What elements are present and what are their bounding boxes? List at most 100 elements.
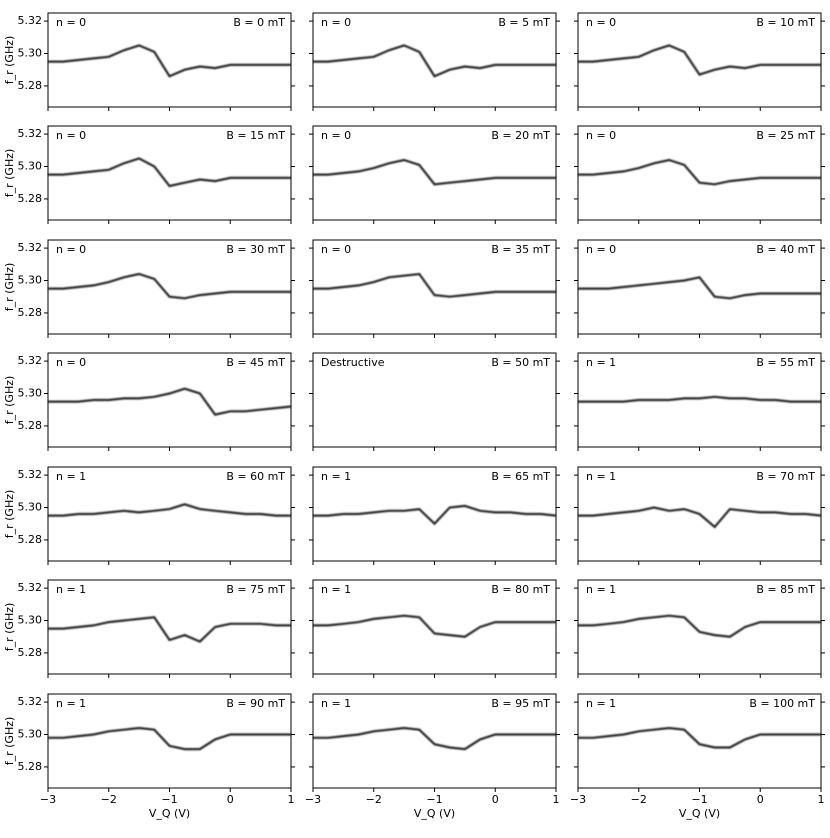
y-axis-label: f_r (GHz) <box>3 490 16 539</box>
panel-label: n = 1 <box>56 470 86 483</box>
panel-label: n = 0 <box>586 16 616 29</box>
y-tick-label: 5.30 <box>18 728 43 741</box>
y-tick-label: 5.32 <box>18 127 43 140</box>
panel-label: n = 0 <box>321 243 351 256</box>
y-tick-label: 5.30 <box>18 614 43 627</box>
panel-label: n = 1 <box>56 583 86 596</box>
resonance-line <box>313 504 557 526</box>
field-label: B = 60 mT <box>226 470 285 483</box>
resonance-line <box>578 395 821 403</box>
y-tick-label: 5.28 <box>18 533 43 546</box>
x-tick-label: −1 <box>161 793 177 806</box>
resonance-line <box>578 276 821 300</box>
x-tick-label: 0 <box>227 793 234 806</box>
y-axis-label: f_r (GHz) <box>3 603 16 652</box>
field-label: B = 30 mT <box>226 243 285 256</box>
panel-label: n = 1 <box>586 583 616 596</box>
field-label: B = 100 mT <box>749 697 815 710</box>
x-axis-label: V_Q (V) <box>149 807 190 820</box>
panel-label: n = 1 <box>321 583 351 596</box>
x-tick-label: −2 <box>631 793 647 806</box>
y-axis-label: f_r (GHz) <box>3 376 16 425</box>
panel-label: n = 0 <box>56 16 86 29</box>
panel-label: n = 0 <box>586 243 616 256</box>
panel-label: n = 1 <box>586 697 616 710</box>
resonance-line <box>48 387 292 416</box>
resonance-line <box>313 158 556 186</box>
panel-label: n = 0 <box>586 129 616 142</box>
x-tick-label: −2 <box>366 793 382 806</box>
y-tick-label: 5.30 <box>18 47 43 60</box>
y-tick-label: 5.30 <box>18 387 43 400</box>
field-label: B = 95 mT <box>491 697 550 710</box>
x-tick-label: −1 <box>691 793 707 806</box>
resonance-line <box>313 726 556 751</box>
panel-label: n = 0 <box>321 129 351 142</box>
resonance-line <box>48 157 291 188</box>
field-label: B = 80 mT <box>491 583 550 596</box>
resonance-line <box>48 503 291 517</box>
x-tick-label: −1 <box>426 793 442 806</box>
x-tick-label: −3 <box>570 793 586 806</box>
resonance-line <box>313 44 556 78</box>
panel-label: n = 1 <box>586 356 616 369</box>
y-tick-label: 5.32 <box>18 468 43 481</box>
field-label: B = 45 mT <box>226 356 285 369</box>
field-label: B = 15 mT <box>226 129 285 142</box>
field-label: B = 70 mT <box>756 470 815 483</box>
y-tick-label: 5.32 <box>18 14 43 27</box>
x-tick-label: 1 <box>818 793 825 806</box>
x-axis-label: V_Q (V) <box>414 807 455 820</box>
y-tick-label: 5.28 <box>18 79 43 92</box>
resonance-line <box>578 44 821 76</box>
x-axis-label: V_Q (V) <box>679 807 720 820</box>
panel-label: n = 1 <box>586 470 616 483</box>
y-tick-label: 5.30 <box>18 160 43 173</box>
field-label: B = 65 mT <box>491 470 550 483</box>
y-axis-label: f_r (GHz) <box>3 717 16 766</box>
y-tick-label: 5.32 <box>18 581 43 594</box>
field-label: B = 5 mT <box>498 16 550 29</box>
resonance-line <box>578 614 821 638</box>
y-tick-label: 5.28 <box>18 419 43 432</box>
x-tick-label: 1 <box>553 793 560 806</box>
panel-label: n = 1 <box>321 697 351 710</box>
field-label: B = 0 mT <box>233 16 285 29</box>
field-label: B = 10 mT <box>756 16 815 29</box>
panel-label: n = 0 <box>56 356 86 369</box>
field-label: B = 25 mT <box>756 129 815 142</box>
x-tick-label: −3 <box>305 793 321 806</box>
y-tick-label: 5.28 <box>18 760 43 773</box>
y-tick-label: 5.30 <box>18 274 43 287</box>
resonance-line <box>578 726 821 749</box>
y-tick-label: 5.32 <box>18 695 43 708</box>
x-tick-label: −3 <box>40 793 56 806</box>
field-label: B = 50 mT <box>491 356 550 369</box>
field-label: B = 75 mT <box>226 583 285 596</box>
y-tick-label: 5.28 <box>18 306 43 319</box>
x-tick-label: −2 <box>101 793 117 806</box>
resonance-line <box>578 158 821 186</box>
y-tick-label: 5.30 <box>18 501 43 514</box>
y-axis-label: f_r (GHz) <box>3 263 16 312</box>
y-tick-label: 5.32 <box>18 241 43 254</box>
field-label: B = 20 mT <box>491 129 550 142</box>
x-tick-label: 0 <box>757 793 764 806</box>
resonance-line <box>313 272 556 298</box>
y-axis-label: f_r (GHz) <box>3 149 16 198</box>
y-tick-label: 5.32 <box>18 354 43 367</box>
y-tick-label: 5.28 <box>18 192 43 205</box>
x-tick-label: 0 <box>492 793 499 806</box>
x-tick-label: 1 <box>288 793 295 806</box>
resonance-line <box>48 272 291 300</box>
resonance-line <box>313 614 556 638</box>
y-axis-label: f_r (GHz) <box>3 36 16 85</box>
panel-label: n = 0 <box>321 16 351 29</box>
field-label: B = 40 mT <box>756 243 815 256</box>
field-label: B = 85 mT <box>756 583 815 596</box>
resonance-line <box>48 44 291 78</box>
panel-label: Destructive <box>321 356 385 369</box>
field-label: B = 90 mT <box>226 697 285 710</box>
field-label: B = 35 mT <box>491 243 550 256</box>
